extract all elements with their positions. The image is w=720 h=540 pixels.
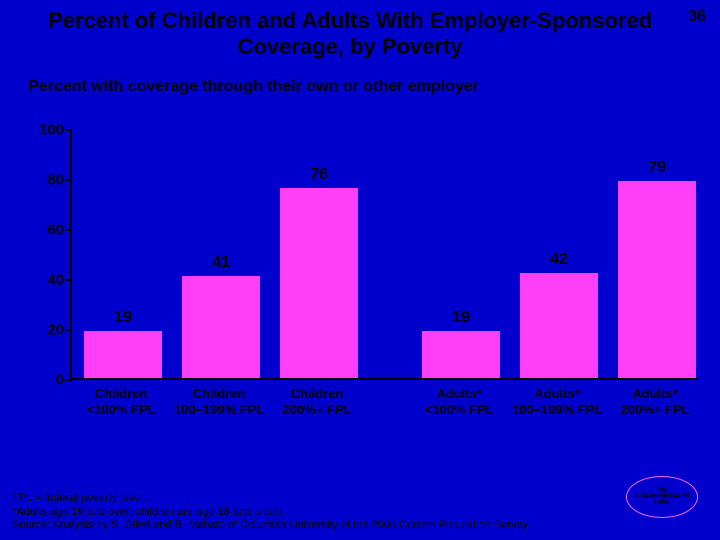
logo-text: FUND xyxy=(653,500,670,506)
bar-value-label: 19 xyxy=(422,309,500,327)
y-axis-tick-label: 40 xyxy=(28,272,64,289)
x-axis-category-label: Adults*200%+ FPL xyxy=(605,386,705,419)
slide-number: 36 xyxy=(688,8,706,26)
bar-value-label: 76 xyxy=(280,166,358,184)
bar-chart: 020406080100 194176194279 Children<100% … xyxy=(28,130,698,440)
bar: 79 xyxy=(618,181,696,379)
y-axis-tick-label: 80 xyxy=(28,172,64,189)
x-axis-category-label: Children200%+ FPL xyxy=(267,386,367,419)
footnote-line: *Adults age 19 and over; children are ag… xyxy=(12,506,572,519)
x-axis-category-label: Adults*<100% FPL xyxy=(409,386,509,419)
bar-value-label: 42 xyxy=(520,251,598,269)
x-axis-category-label: Adults*100–199% FPL xyxy=(507,386,607,419)
bar: 76 xyxy=(280,188,358,378)
y-axis-tick-label: 20 xyxy=(28,322,64,339)
commonwealth-fund-logo: THE COMMONWEALTH FUND xyxy=(626,476,698,518)
x-axis-category-label: Children100–199% FPL xyxy=(169,386,269,419)
bar: 19 xyxy=(84,331,162,379)
x-axis-category-label: Children<100% FPL xyxy=(71,386,171,419)
chart-title: Percent of Children and Adults With Empl… xyxy=(40,8,660,61)
bar: 42 xyxy=(520,273,598,378)
chart-subtitle: Percent with coverage through their own … xyxy=(28,78,488,96)
bar-value-label: 79 xyxy=(618,159,696,177)
plot-area: 194176194279 xyxy=(70,130,698,380)
y-axis-tick-label: 0 xyxy=(28,372,64,389)
y-axis-tick-label: 100 xyxy=(28,122,64,139)
bar-value-label: 41 xyxy=(182,254,260,272)
y-axis-tick-label: 60 xyxy=(28,222,64,239)
bar: 41 xyxy=(182,276,260,379)
footnote: FPL = federal poverty level. *Adults age… xyxy=(12,492,572,532)
bar: 19 xyxy=(422,331,500,379)
footnote-line: FPL = federal poverty level. xyxy=(12,492,572,505)
bar-value-label: 19 xyxy=(84,309,162,327)
footnote-line: Source: Analysis by S. Glied and B. Maha… xyxy=(12,519,572,532)
